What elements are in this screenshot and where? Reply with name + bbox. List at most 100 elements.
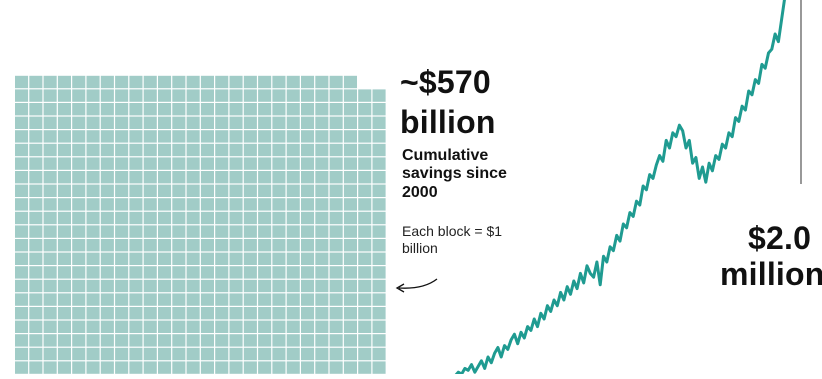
waffle-block [329,334,343,347]
waffle-block [72,320,86,333]
waffle-block [43,130,57,143]
waffle-block [358,293,372,306]
waffle-block [372,103,386,116]
waffle-block [229,130,243,143]
waffle-block [172,279,186,293]
waffle-block [57,116,71,129]
waffle-block [200,89,214,102]
waffle-block [172,239,186,252]
waffle-block [72,307,86,320]
waffle-block [243,89,257,102]
waffle-block [200,75,214,89]
waffle-block [258,347,272,361]
waffle-block [186,239,200,252]
waffle-block [329,103,343,116]
waffle-block [100,89,114,102]
waffle-block [100,239,114,252]
waffle-block [315,198,329,211]
waffle-block [358,171,372,184]
waffle-block [272,75,286,89]
waffle-block [286,198,300,211]
waffle-block [15,239,29,252]
waffle-block [129,266,143,279]
waffle-block [372,184,386,197]
waffle-block [343,361,357,374]
waffle-block [86,307,100,320]
waffle-block [57,252,71,265]
waffle-block [115,211,129,225]
waffle-block [172,75,186,89]
waffle-block [186,266,200,279]
waffle-block [215,116,229,129]
line-chart [453,0,786,378]
waffle-block [158,307,172,320]
waffle-block [286,347,300,361]
waffle-block [286,211,300,225]
annotations [395,0,802,293]
waffle-block [243,157,257,170]
waffle-block [57,130,71,143]
waffle-block [243,130,257,143]
waffle-block [258,143,272,157]
waffle-block [72,130,86,143]
waffle-block [286,239,300,252]
waffle-block [343,171,357,184]
waffle-block [315,171,329,184]
waffle-block [329,279,343,293]
waffle-block [158,198,172,211]
waffle-block [343,279,357,293]
waffle-block [172,320,186,333]
waffle-block [43,266,57,279]
waffle-block [315,320,329,333]
waffle-block [258,334,272,347]
waffle-block [358,184,372,197]
waffle-block [172,347,186,361]
waffle-block [358,103,372,116]
waffle-block [43,75,57,89]
waffle-block [215,171,229,184]
waffle-block [286,307,300,320]
waffle-block [372,293,386,306]
waffle-block [29,347,43,361]
waffle-block [43,89,57,102]
waffle-block [100,307,114,320]
waffle-block [186,171,200,184]
waffle-block [301,184,315,197]
waffle-block [243,198,257,211]
waffle-block [286,75,300,89]
waffle-block [15,266,29,279]
waffle-block [200,198,214,211]
waffle-block [258,225,272,238]
waffle-block [372,143,386,157]
waffle-block [258,198,272,211]
waffle-block [86,266,100,279]
waffle-block [229,143,243,157]
waffle-block [143,198,157,211]
waffle-block [29,225,43,238]
waffle-block [258,157,272,170]
waffle-block [243,361,257,374]
waffle-block [158,279,172,293]
waffle-block [258,252,272,265]
waffle-block [15,75,29,89]
waffle-block [215,239,229,252]
waffle-block [172,307,186,320]
waffle-block [200,266,214,279]
waffle-block [329,225,343,238]
waffle-block [143,307,157,320]
waffle-block [315,211,329,225]
waffle-block [200,171,214,184]
waffle-block [115,103,129,116]
waffle-block [258,116,272,129]
waffle-block [158,211,172,225]
waffle-block [72,266,86,279]
waffle-block [343,157,357,170]
waffle-block [200,211,214,225]
waffle-block [229,225,243,238]
waffle-block [43,307,57,320]
waffle-block [57,293,71,306]
waffle-block [243,307,257,320]
waffle-block [315,347,329,361]
waffle-block [86,103,100,116]
waffle-block [57,361,71,374]
